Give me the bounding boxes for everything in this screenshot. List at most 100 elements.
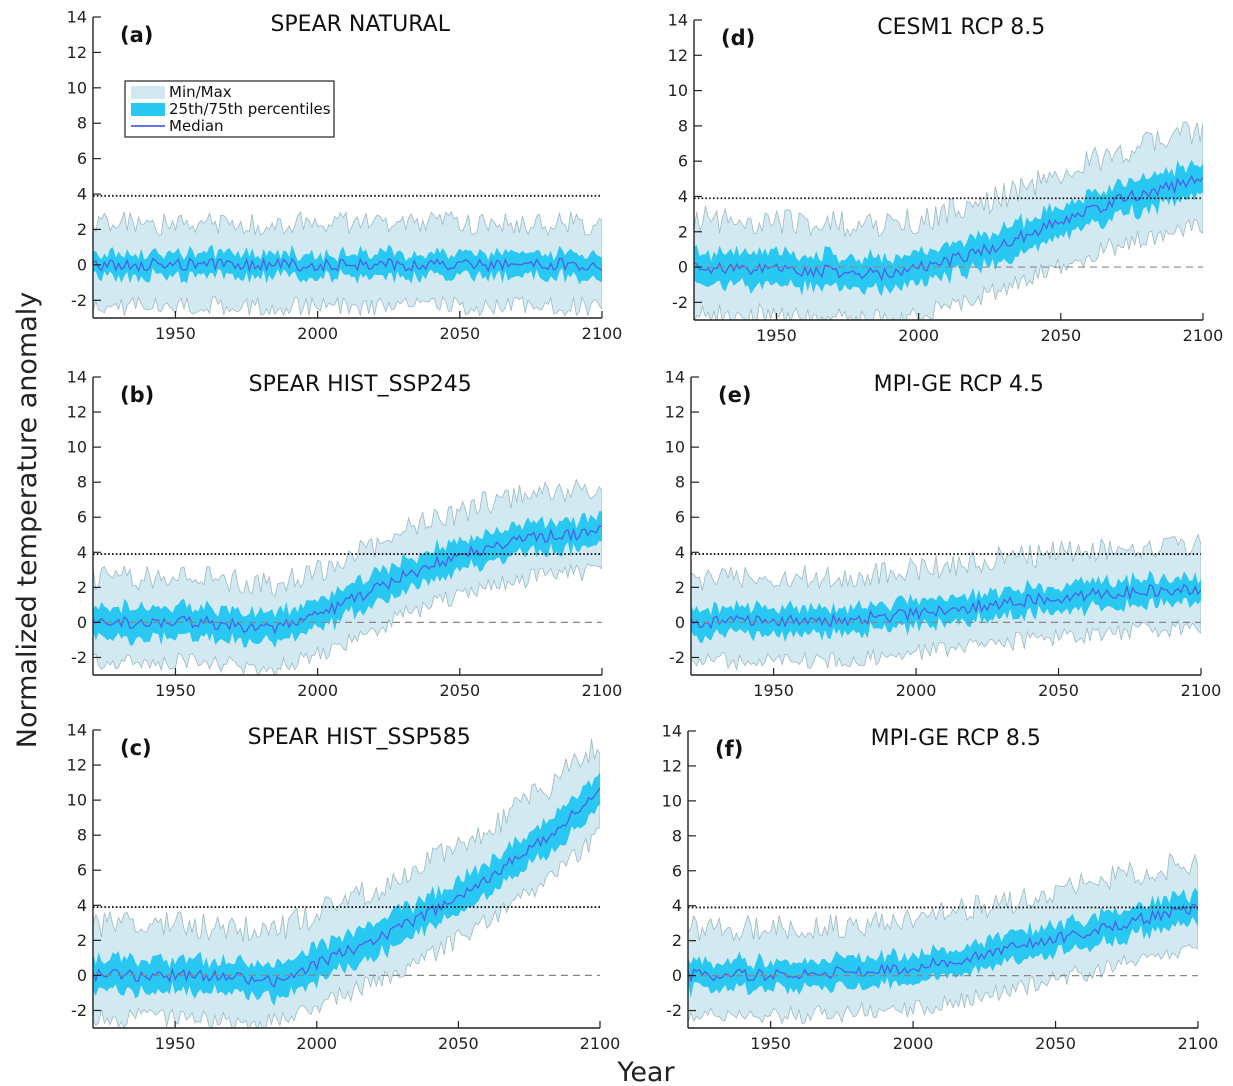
y-tick-label: 0 bbox=[678, 258, 688, 277]
x-tick-label: 1950 bbox=[756, 326, 797, 345]
panel-a: -2 0 2 4 6 8 10 12 14 1950 2000 2050 2100 (a) SPEAR NA… bbox=[67, 8, 623, 344]
x-tick-label: 2050 bbox=[1038, 681, 1079, 700]
plot-area bbox=[694, 121, 1203, 320]
legend-swatch bbox=[131, 86, 165, 99]
y-tick-label: 4 bbox=[678, 187, 688, 206]
y-tick-label: 10 bbox=[67, 438, 87, 457]
plot-area bbox=[691, 533, 1201, 671]
y-tick-label: -2 bbox=[71, 1001, 87, 1020]
y-tick-label: 4 bbox=[77, 543, 87, 562]
y-tick-label: 14 bbox=[665, 368, 685, 387]
x-tick-label: 2050 bbox=[1035, 1034, 1076, 1053]
x-tick-label: 2050 bbox=[439, 324, 480, 343]
x-tick-label: 1950 bbox=[155, 1034, 196, 1053]
median-line bbox=[93, 525, 602, 635]
panel-label: (f) bbox=[715, 737, 743, 761]
legend-label: Median bbox=[169, 117, 224, 135]
plot-area bbox=[93, 478, 602, 675]
panel-label: (e) bbox=[718, 383, 751, 407]
y-tick-label: 14 bbox=[67, 721, 87, 740]
panel-title: SPEAR HIST_SSP585 bbox=[248, 725, 471, 750]
y-tick-label: 12 bbox=[662, 756, 682, 775]
y-tick-label: 8 bbox=[77, 473, 87, 492]
plot-area bbox=[93, 210, 602, 317]
y-tick-label: 0 bbox=[77, 255, 87, 274]
y-tick-label: 4 bbox=[672, 896, 682, 915]
x-tick-label: 2050 bbox=[438, 1034, 479, 1053]
plot-area bbox=[93, 738, 600, 1028]
legend-swatch bbox=[131, 103, 165, 116]
legend-label: 25th/75th percentiles bbox=[169, 100, 331, 118]
y-tick-label: 10 bbox=[665, 438, 685, 457]
median-line bbox=[691, 583, 1201, 630]
percentile-band bbox=[688, 887, 1198, 999]
y-tick-label: 4 bbox=[77, 185, 87, 204]
y-tick-label: 6 bbox=[77, 508, 87, 527]
minmax-band bbox=[694, 121, 1203, 320]
y-tick-label: 4 bbox=[77, 896, 87, 915]
median-line bbox=[93, 787, 600, 988]
percentile-band bbox=[93, 510, 602, 648]
panel-title: MPI-GE RCP 4.5 bbox=[874, 372, 1044, 397]
x-tick-label: 2100 bbox=[580, 1034, 621, 1053]
y-tick-label: 6 bbox=[77, 861, 87, 880]
y-tick-label: -2 bbox=[672, 293, 688, 312]
y-tick-label: 12 bbox=[668, 46, 688, 65]
y-tick-label: 10 bbox=[668, 81, 688, 100]
panel-label: (a) bbox=[120, 23, 153, 47]
y-tick-label: -2 bbox=[669, 648, 685, 667]
x-tick-label: 2100 bbox=[582, 681, 623, 700]
y-tick-label: 2 bbox=[77, 578, 87, 597]
y-tick-label: 2 bbox=[672, 931, 682, 950]
panel-title: CESM1 RCP 8.5 bbox=[877, 15, 1045, 40]
y-tick-label: 0 bbox=[77, 613, 87, 632]
y-tick-label: 8 bbox=[675, 473, 685, 492]
y-tick-label: 10 bbox=[67, 78, 87, 97]
panel-title: SPEAR NATURAL bbox=[270, 12, 450, 37]
x-tick-label: 2000 bbox=[296, 1034, 337, 1053]
y-tick-label: 14 bbox=[668, 11, 688, 30]
y-tick-label: 2 bbox=[77, 220, 87, 239]
percentile-band bbox=[694, 159, 1203, 297]
x-tick-label: 1950 bbox=[155, 681, 196, 700]
panel-e: -2 0 2 4 6 8 10 12 14 1950 2000 2050 2100 (e) MPI-GE R… bbox=[665, 368, 1222, 701]
y-tick-label: -2 bbox=[666, 1001, 682, 1020]
minmax-band bbox=[93, 738, 600, 1028]
y-tick-label: 10 bbox=[662, 791, 682, 810]
x-tick-label: 1950 bbox=[155, 324, 196, 343]
x-tick-label: 2000 bbox=[297, 681, 338, 700]
y-tick-label: 8 bbox=[678, 116, 688, 135]
x-tick-label: 2100 bbox=[582, 324, 623, 343]
y-tick-label: 8 bbox=[77, 826, 87, 845]
percentile-band bbox=[93, 772, 600, 1006]
y-tick-label: 14 bbox=[67, 368, 87, 387]
panel-title: MPI-GE RCP 8.5 bbox=[871, 726, 1041, 751]
y-tick-label: -2 bbox=[71, 648, 87, 667]
y-tick-label: 12 bbox=[67, 403, 87, 422]
minmax-band bbox=[93, 478, 602, 675]
y-tick-label: 10 bbox=[67, 791, 87, 810]
y-tick-label: 2 bbox=[77, 931, 87, 950]
y-tick-label: 6 bbox=[678, 152, 688, 171]
panel-f: -2 0 2 4 6 8 10 12 14 1950 2000 2050 2100 (f) MPI-GE R… bbox=[662, 722, 1219, 1054]
panel-label: (c) bbox=[120, 736, 152, 760]
y-tick-label: -2 bbox=[71, 291, 87, 310]
y-tick-label: 6 bbox=[672, 861, 682, 880]
panel-label: (d) bbox=[721, 26, 755, 50]
panel-label: (b) bbox=[120, 383, 154, 407]
plot-area bbox=[688, 852, 1198, 1025]
x-tick-label: 1950 bbox=[753, 681, 794, 700]
x-tick-label: 2100 bbox=[1178, 1034, 1219, 1053]
y-tick-label: 14 bbox=[662, 722, 682, 741]
y-tick-label: 2 bbox=[675, 578, 685, 597]
x-tick-label: 2050 bbox=[439, 681, 480, 700]
y-tick-label: 6 bbox=[77, 149, 87, 168]
y-tick-label: 0 bbox=[675, 613, 685, 632]
y-tick-label: 8 bbox=[77, 114, 87, 133]
x-tick-label: 2000 bbox=[297, 324, 338, 343]
x-tick-label: 2100 bbox=[1183, 326, 1224, 345]
panel-title: SPEAR HIST_SSP245 bbox=[249, 372, 472, 397]
y-tick-label: 6 bbox=[675, 508, 685, 527]
x-axis-label: Year bbox=[616, 1057, 675, 1086]
